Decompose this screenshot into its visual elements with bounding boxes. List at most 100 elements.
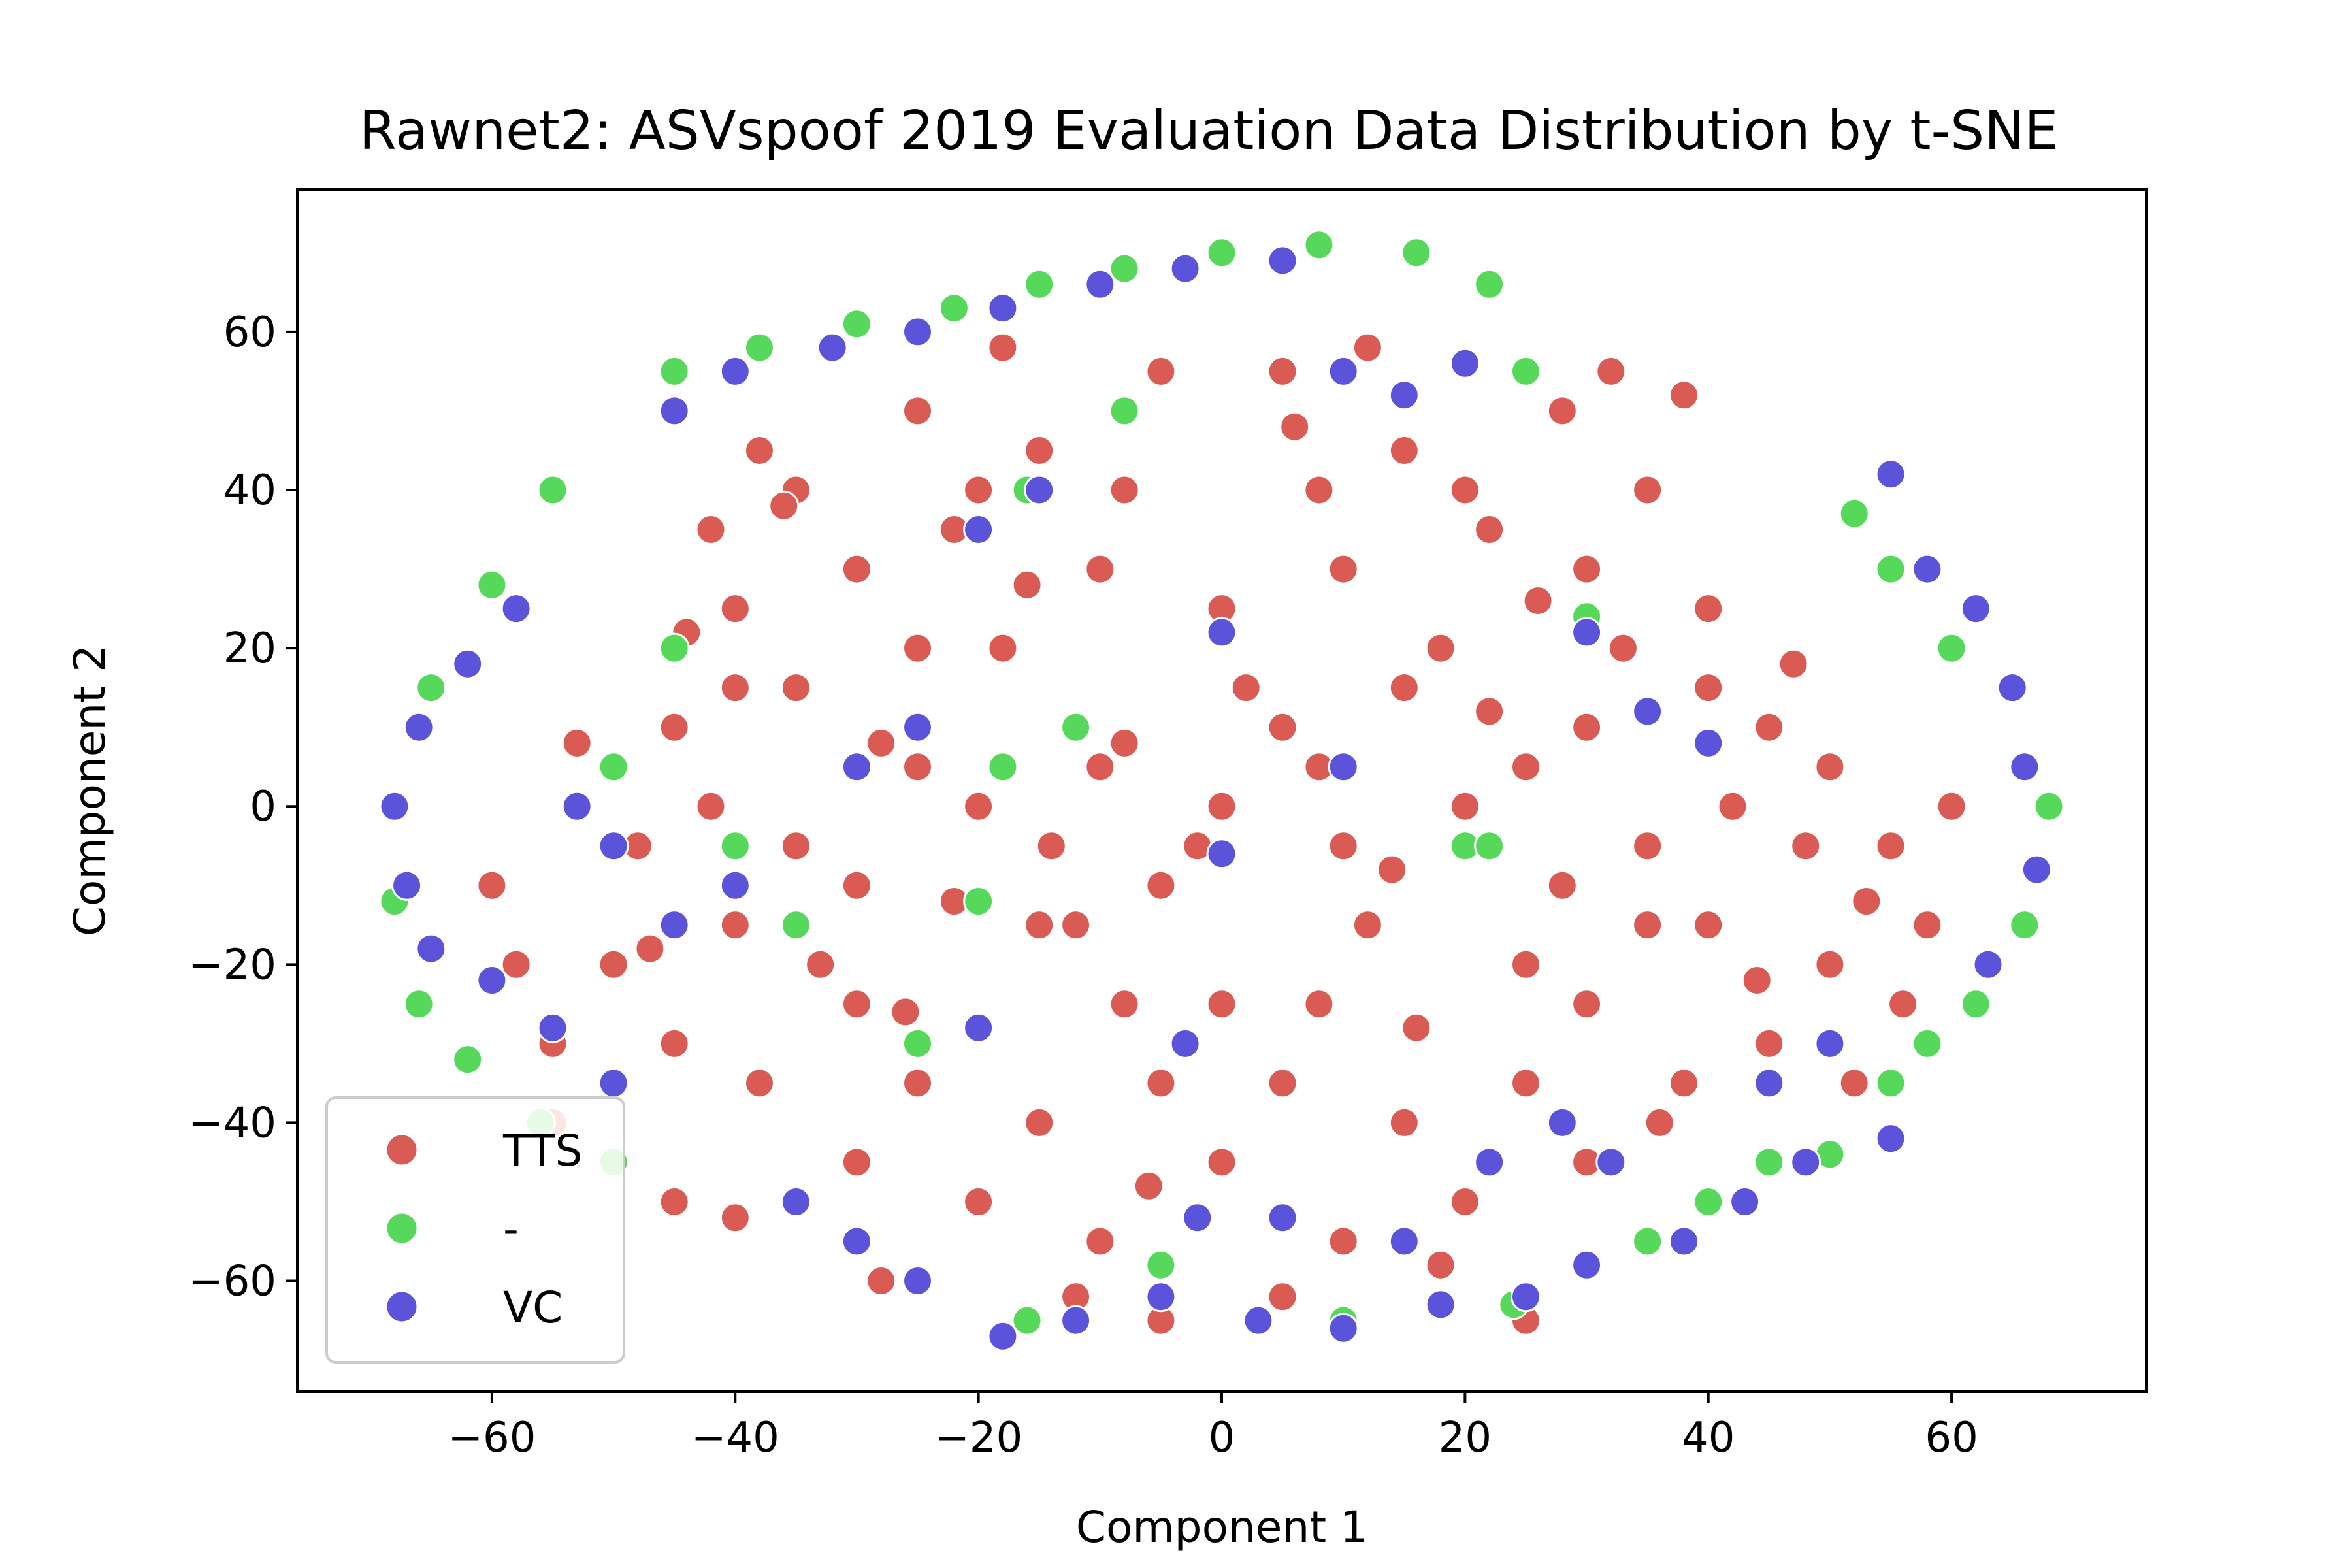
point-1-35: [1145, 1249, 1177, 1281]
point-2-65: [1814, 1028, 1846, 1059]
point-1-41: [780, 909, 811, 941]
point-0-80: [1875, 830, 1906, 862]
point-1-28: [1693, 1186, 1724, 1217]
y-axis-label: Component 2: [65, 645, 115, 936]
point-0-33: [1754, 711, 1785, 743]
point-1-24: [1912, 1028, 1943, 1059]
point-0-109: [1036, 830, 1067, 862]
point-1-9: [476, 569, 508, 600]
point-2-31: [1571, 1249, 1603, 1281]
point-0-26: [987, 332, 1019, 363]
point-0-60: [1717, 791, 1748, 822]
point-0-102: [695, 514, 727, 545]
point-1-37: [902, 1028, 933, 1059]
point-1-25: [1875, 1068, 1906, 1099]
point-0-118: [1778, 648, 1809, 679]
point-1-14: [452, 1044, 483, 1075]
point-2-23: [1997, 672, 2028, 704]
point-0-14: [841, 870, 872, 901]
x-tick-label-1: −40: [691, 1414, 779, 1462]
y-tick-label-4: 20: [223, 625, 276, 673]
x-tick-label-4: 20: [1439, 1414, 1492, 1462]
point-2-1: [452, 648, 483, 679]
point-2-25: [2021, 854, 2052, 885]
point-0-119: [634, 933, 666, 964]
point-0-86: [719, 1202, 751, 1233]
point-0-4: [1085, 751, 1116, 783]
point-0-107: [1109, 727, 1140, 759]
point-2-42: [963, 514, 994, 545]
point-0-2: [1145, 870, 1177, 901]
point-0-71: [987, 632, 1019, 664]
point-0-112: [1546, 870, 1578, 901]
point-0-92: [1887, 988, 1919, 1020]
point-1-33: [1474, 830, 1505, 862]
chart-title: Rawnet2: ASVspoof 2019 Evaluation Data D…: [359, 100, 2059, 162]
point-0-73: [902, 751, 933, 783]
point-0-12: [902, 632, 933, 664]
point-1-4: [1206, 237, 1237, 269]
point-0-19: [1388, 435, 1420, 466]
point-0-7: [1449, 791, 1480, 822]
point-0-61: [695, 791, 727, 822]
point-2-3: [379, 791, 410, 822]
point-1-1: [938, 293, 970, 324]
x-tick-label-5: 40: [1682, 1414, 1735, 1462]
point-2-38: [987, 1320, 1019, 1352]
point-1-47: [1511, 355, 1541, 387]
point-0-91: [1838, 1068, 1870, 1099]
point-1-42: [1109, 395, 1140, 427]
point-2-56: [598, 830, 629, 862]
legend-label-2: VC: [503, 1282, 563, 1333]
point-2-50: [1206, 838, 1237, 870]
x-tick-label-2: −20: [934, 1414, 1022, 1462]
y-axis: −60 −40 −20 0 20 40 60: [188, 308, 297, 1306]
point-2-19: [1449, 348, 1480, 379]
point-0-59: [719, 909, 751, 941]
point-0-54: [1511, 1068, 1541, 1099]
point-2-18: [1388, 380, 1420, 411]
point-1-23: [1960, 988, 1991, 1020]
point-2-7: [537, 1012, 568, 1043]
point-0-15: [1632, 909, 1663, 941]
point-0-76: [1303, 988, 1335, 1020]
point-0-53: [1024, 1107, 1055, 1138]
point-0-29: [1632, 474, 1663, 506]
point-0-65: [841, 553, 872, 585]
x-tick-label-3: 0: [1209, 1414, 1235, 1462]
point-2-51: [1169, 1028, 1201, 1059]
point-0-40: [659, 1028, 690, 1059]
x-tick-label-0: −60: [448, 1414, 536, 1462]
point-1-48: [1011, 1305, 1043, 1336]
point-2-43: [1024, 474, 1055, 506]
point-0-116: [1741, 965, 1772, 996]
point-2-44: [902, 711, 933, 743]
point-1-30: [1060, 711, 1092, 743]
point-1-8: [537, 474, 568, 506]
point-0-56: [1571, 988, 1603, 1020]
point-0-120: [1279, 411, 1311, 442]
point-0-3: [1328, 830, 1359, 862]
point-1-40: [719, 830, 751, 862]
point-0-69: [1085, 553, 1116, 585]
point-2-12: [902, 316, 933, 348]
point-2-15: [1169, 253, 1201, 284]
point-0-5: [1388, 672, 1420, 704]
point-1-21: [2033, 791, 2065, 822]
point-0-82: [1936, 791, 1967, 822]
point-2-37: [1060, 1305, 1092, 1336]
point-2-16: [1267, 245, 1298, 276]
point-0-110: [1474, 696, 1505, 727]
x-tick-label-6: 60: [1925, 1414, 1978, 1462]
point-0-95: [866, 1266, 897, 1296]
point-0-125: [890, 996, 921, 1028]
point-0-126: [1644, 1107, 1675, 1138]
y-tick-label-5: 40: [223, 466, 276, 515]
point-2-54: [1632, 696, 1663, 727]
point-0-64: [1571, 553, 1603, 585]
point-0-34: [659, 711, 690, 743]
point-2-29: [1729, 1186, 1761, 1217]
point-1-22: [2009, 909, 2040, 941]
point-0-121: [1133, 1170, 1164, 1201]
point-2-64: [1754, 1068, 1785, 1099]
